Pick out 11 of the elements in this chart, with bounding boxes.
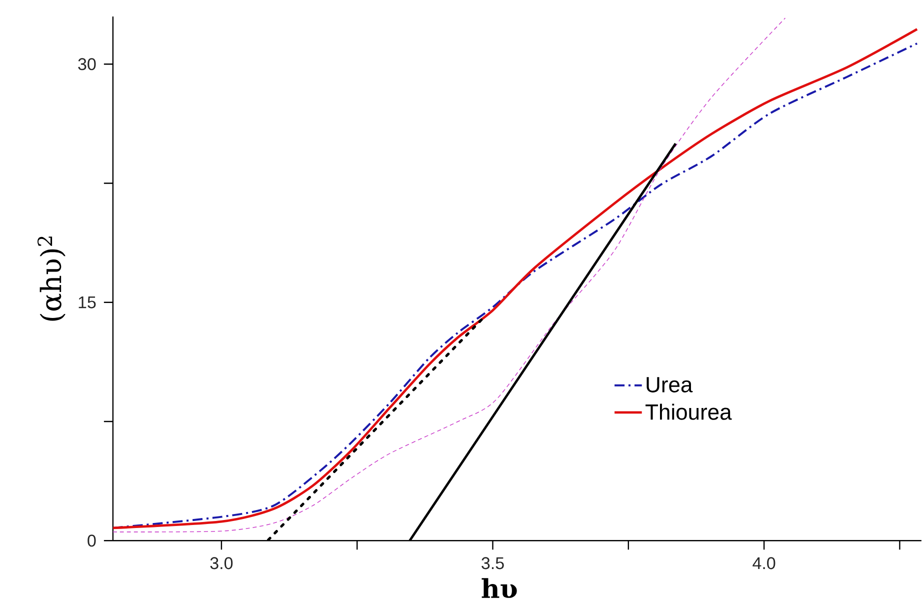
- legend-label: Thiourea: [646, 404, 732, 420]
- legend-label: Urea: [646, 377, 693, 393]
- x-axis-title: hυ: [482, 578, 517, 598]
- line-series: [112, 18, 786, 533]
- y-axis-title: (αhυ)$^{2}$: [38, 236, 66, 321]
- x-tick-label: 3.5: [482, 557, 504, 570]
- y-tick-label: 15: [78, 296, 96, 309]
- x-tick-label: 3.0: [210, 557, 233, 570]
- x-tick-label: 4.0: [752, 557, 776, 570]
- y-tick-label: 0: [88, 534, 96, 547]
- y-tick-label: 30: [78, 58, 96, 70]
